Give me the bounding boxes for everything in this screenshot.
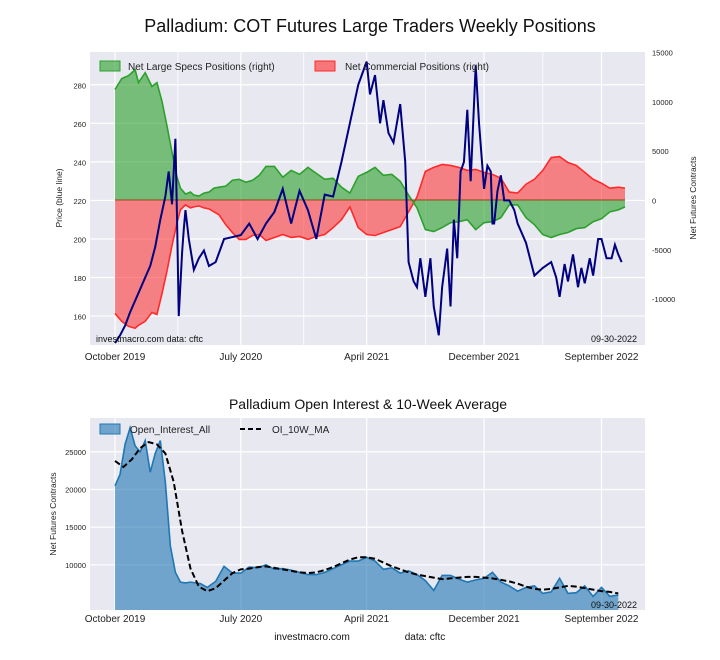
large-specs-area — [115, 69, 625, 238]
date-note-bottom: 09-30-2022 — [591, 600, 637, 610]
legend-label-commercials: Net Commercial Positions (right) — [345, 62, 489, 73]
left-tick-label: 180 — [73, 274, 86, 283]
right-tick-label: -10000 — [652, 295, 675, 304]
x-tick-label: April 2021 — [344, 352, 389, 363]
x-axis-ticks: October 2019 July 2020 April 2021 December … — [85, 352, 639, 363]
oi-area-group — [114, 424, 619, 610]
chart-title: Palladium: COT Futures Large Traders Wee… — [144, 16, 596, 36]
right-axis-label: Net Futures Contracts — [688, 156, 698, 239]
oi-x-tick-label: October 2019 — [85, 614, 146, 625]
right-tick-label: -5000 — [652, 246, 671, 255]
legend-top: Net Large Specs Positions (right) Net Co… — [99, 60, 489, 73]
open-interest-line — [114, 424, 619, 598]
right-axis-ticks: -10000 -5000 0 5000 10000 15000 — [652, 49, 675, 305]
x-tick-label: December 2021 — [449, 352, 521, 363]
left-tick-label: 200 — [73, 235, 86, 244]
large-specs-line — [114, 68, 626, 239]
oi-x-tick-label: July 2020 — [219, 614, 262, 625]
legend-swatch-specs — [99, 60, 121, 72]
price-line-group — [114, 61, 623, 344]
oi-tick-label: 20000 — [65, 486, 86, 495]
source-note: investmacro.com data: cftc — [96, 334, 204, 344]
commercial-positions-line — [114, 155, 626, 330]
oi-chart-title: Palladium Open Interest & 10-Week Averag… — [229, 396, 507, 412]
left-tick-label: 260 — [73, 120, 86, 129]
oi-tick-label: 10000 — [65, 561, 86, 570]
left-tick-label: 220 — [73, 197, 86, 206]
left-tick-label: 240 — [73, 158, 86, 167]
legend-label-oi: Open_Interest_All — [130, 425, 210, 436]
x-tick-label: October 2019 — [85, 352, 146, 363]
oi-tick-label: 25000 — [65, 448, 86, 457]
date-note-top: 09-30-2022 — [591, 334, 637, 344]
legend-swatch-commercials — [314, 60, 336, 72]
legend-label-specs: Net Large Specs Positions (right) — [128, 62, 275, 73]
legend-bottom: Open_Interest_All OI_10W_MA — [99, 423, 330, 436]
right-tick-label: 10000 — [652, 98, 673, 107]
oi-x-tick-label: April 2021 — [344, 614, 389, 625]
oi-x-tick-label: December 2021 — [449, 614, 521, 625]
footer-source: data: cftc — [405, 632, 446, 643]
oi-x-tick-label: September 2022 — [565, 614, 639, 625]
footer-site: investmacro.com — [274, 632, 350, 643]
right-tick-label: 15000 — [652, 49, 673, 58]
oi-axis-label: Net Futures Contracts — [48, 472, 58, 555]
oi-x-axis-ticks: October 2019 July 2020 April 2021 December … — [85, 614, 639, 625]
x-tick-label: July 2020 — [219, 352, 262, 363]
open-interest-area — [115, 427, 619, 610]
x-tick-label: September 2022 — [565, 352, 639, 363]
oi-left-axis-ticks: 10000 15000 20000 25000 — [65, 448, 86, 570]
left-tick-label: 160 — [73, 313, 86, 322]
price-line — [114, 61, 623, 344]
left-tick-label: 280 — [73, 81, 86, 90]
left-axis-ticks: 160 180 200 220 240 260 280 — [73, 81, 86, 321]
right-tick-label: 5000 — [652, 147, 669, 156]
right-tick-label: 0 — [652, 196, 656, 205]
left-axis-label: Price (blue line) — [54, 168, 64, 227]
legend-label-ma: OI_10W_MA — [272, 425, 330, 436]
oi-tick-label: 15000 — [65, 523, 86, 532]
legend-swatch-oi — [99, 423, 121, 435]
